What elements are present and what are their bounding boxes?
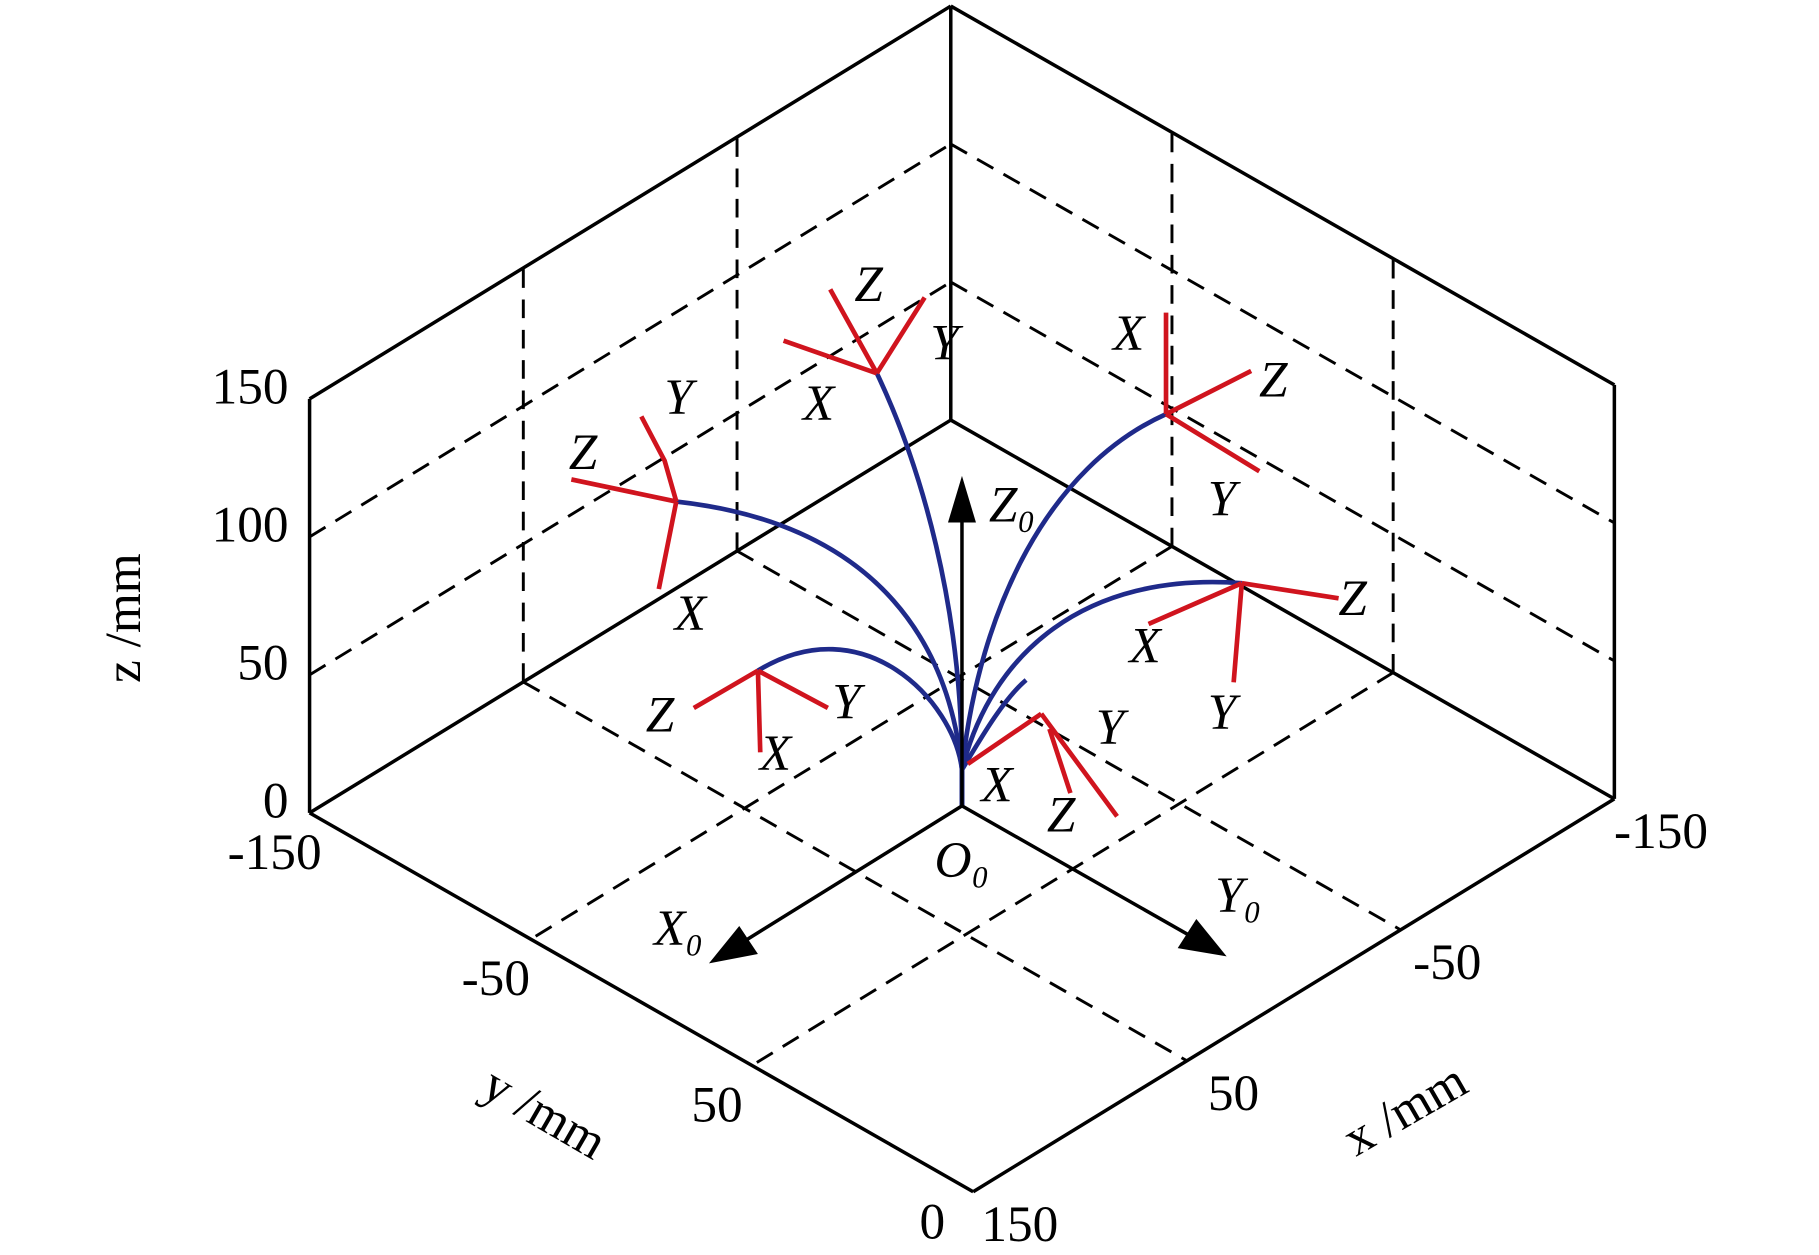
frames	[570, 288, 1339, 818]
z-tick-label: 100	[212, 497, 289, 554]
axis-line	[972, 797, 1616, 1194]
frame-label: Z	[1338, 570, 1367, 627]
trajectory	[756, 646, 965, 806]
axis-line	[308, 811, 975, 1194]
frame-label: Z	[646, 686, 675, 743]
x-axis-label: x /mm	[1333, 1052, 1476, 1168]
grid-line	[736, 549, 1402, 932]
frame-label: Z	[1259, 352, 1288, 409]
frame-axes	[966, 711, 1119, 818]
z-tick-label: 0	[263, 773, 289, 830]
axis-line	[308, 4, 952, 401]
origin-label: O₀	[935, 832, 990, 889]
z-axis-label: z /mm	[95, 553, 152, 683]
y0-axis	[961, 804, 1191, 937]
arrowhead	[708, 926, 758, 964]
frame-axes	[1163, 312, 1261, 474]
x0-axis	[745, 804, 963, 942]
grid-line	[950, 280, 1616, 663]
frame-label: Z	[1047, 787, 1076, 844]
origin-label: Y₀	[1215, 867, 1261, 924]
axis-line	[949, 4, 1616, 387]
frame-label: Z	[854, 256, 883, 313]
frame-label: Y	[1208, 684, 1242, 741]
x-tick-label: 50	[1208, 1065, 1259, 1122]
axis-line	[308, 418, 952, 815]
y-axis-label: y /mm	[473, 1055, 616, 1171]
trajectory	[676, 499, 965, 806]
grid-line	[308, 142, 952, 539]
x-tick-label: -50	[1413, 934, 1481, 991]
y-tick-label: -150	[228, 824, 322, 881]
frame-axes	[570, 415, 679, 590]
frame-label: Y	[1208, 471, 1242, 528]
frame-axes	[782, 288, 927, 376]
axis-line	[949, 418, 1616, 801]
z-tick-label: 50	[237, 635, 288, 692]
arrowhead	[947, 475, 976, 523]
origin-axes	[708, 475, 1227, 964]
grid-line	[950, 142, 1616, 525]
frame-label: X	[979, 756, 1014, 813]
frame-axes	[692, 668, 829, 753]
arrowhead	[1177, 919, 1227, 957]
trajectory	[959, 411, 1167, 806]
frame-label: X	[1111, 305, 1146, 362]
frame-label: X	[801, 375, 836, 432]
frame-label: Y	[1096, 699, 1130, 756]
origin-label: X₀	[652, 900, 703, 957]
frame-label: X	[1127, 618, 1162, 675]
frame-label: X	[673, 585, 708, 642]
origin-label: Z₀	[989, 476, 1035, 533]
frame-axes	[1147, 580, 1339, 683]
trajectory	[959, 579, 1242, 806]
y-tick-label: 50	[691, 1077, 742, 1134]
y-tick-label: 0	[920, 1193, 946, 1250]
frame-label: X	[758, 725, 793, 782]
grid-line	[308, 280, 952, 677]
frame-label: Y	[930, 314, 964, 371]
z-tick-label: 150	[212, 359, 289, 416]
frame-label: Y	[664, 369, 698, 426]
frame-label: Y	[832, 674, 866, 731]
frame-label: Z	[569, 424, 598, 481]
y-tick-label: -50	[462, 950, 530, 1007]
x-tick-label: -150	[1614, 803, 1708, 860]
grid-line	[530, 545, 1173, 941]
x-tick-label: 150	[981, 1196, 1058, 1253]
